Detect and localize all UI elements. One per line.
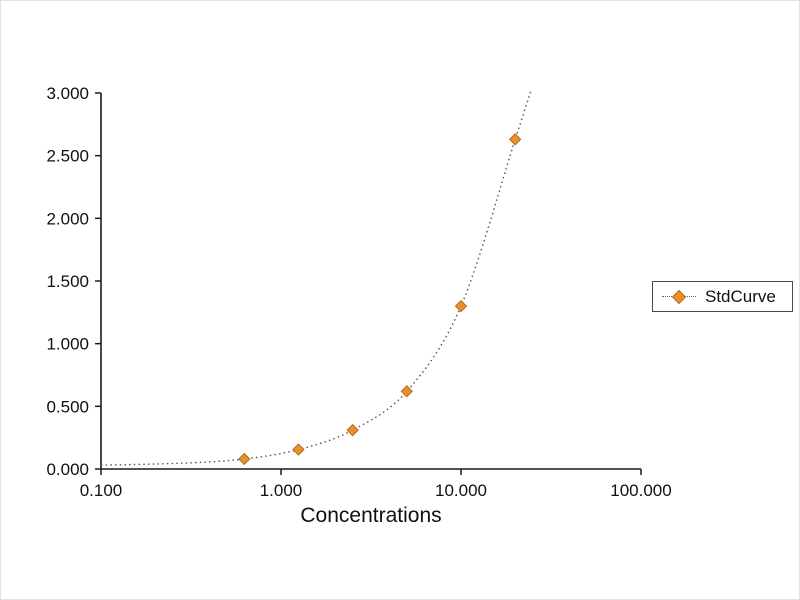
- legend: StdCurve: [652, 281, 793, 312]
- y-tick-label: 1.000: [46, 335, 89, 354]
- data-point-diamond: [508, 133, 522, 146]
- y-tick-label: 0.000: [46, 460, 89, 479]
- x-tick-label: 10.000: [435, 481, 487, 500]
- x-tick-label: 0.100: [80, 481, 123, 500]
- legend-diamond-icon: [671, 289, 687, 305]
- legend-label: StdCurve: [705, 287, 776, 306]
- legend-line-sample: [662, 289, 696, 305]
- y-tick-label: 2.000: [46, 209, 89, 228]
- x-tick-label: 1.000: [260, 481, 303, 500]
- data-point-diamond: [346, 423, 359, 437]
- x-axis-label: Concentrations: [300, 504, 441, 527]
- y-tick-label: 1.500: [46, 272, 89, 291]
- y-tick-label: 0.500: [46, 397, 89, 416]
- data-point-diamond: [238, 452, 251, 466]
- y-tick-label: 2.500: [46, 147, 89, 166]
- y-tick-label: 3.000: [46, 84, 89, 103]
- data-point-diamond: [292, 443, 305, 456]
- std-curve-dotted-line: [100, 90, 532, 466]
- data-point-diamond: [454, 299, 468, 313]
- data-point-diamond: [400, 385, 414, 398]
- x-tick-label: 100.000: [610, 481, 671, 500]
